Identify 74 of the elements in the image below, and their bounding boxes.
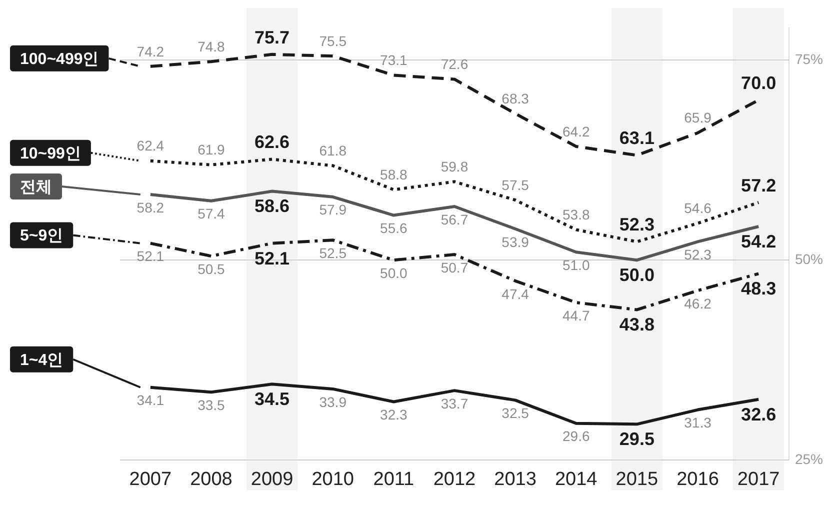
data-label: 74.8 xyxy=(198,38,226,54)
data-label: 43.8 xyxy=(619,314,654,335)
data-label: 51.0 xyxy=(562,256,590,273)
data-label: 33.9 xyxy=(319,394,347,410)
data-label: 52.3 xyxy=(619,214,654,235)
x-tick-label: 2008 xyxy=(190,468,232,490)
data-label: 56.7 xyxy=(440,211,468,228)
legend-label: 100~499인 xyxy=(20,50,99,68)
x-tick-label: 2010 xyxy=(312,468,354,490)
data-label: 29.6 xyxy=(562,428,590,444)
data-label: 63.1 xyxy=(619,128,654,148)
x-tick-label: 2014 xyxy=(554,468,598,490)
data-label: 73.1 xyxy=(380,52,408,68)
data-label: 65.9 xyxy=(684,110,712,126)
data-label: 75.5 xyxy=(319,32,347,49)
data-label: 57.5 xyxy=(502,176,530,193)
data-label: 50.0 xyxy=(619,265,654,286)
x-tick-label: 2013 xyxy=(494,468,536,490)
data-label: 32.6 xyxy=(741,404,776,424)
data-label: 47.4 xyxy=(502,286,530,302)
data-label: 34.1 xyxy=(136,392,164,408)
y-tick-label: 25% xyxy=(794,451,824,468)
x-tick-label: 2017 xyxy=(737,468,780,490)
data-label: 32.3 xyxy=(380,406,408,423)
data-label: 62.4 xyxy=(136,138,164,154)
data-label: 61.8 xyxy=(319,142,347,159)
data-label: 75.7 xyxy=(254,27,290,48)
data-label: 46.2 xyxy=(684,295,712,312)
data-label: 64.2 xyxy=(562,123,590,140)
data-label: 58.8 xyxy=(380,166,408,183)
data-label: 44.7 xyxy=(562,307,590,324)
data-label: 72.6 xyxy=(440,56,468,72)
data-label: 52.1 xyxy=(254,248,290,268)
data-label: 52.5 xyxy=(319,244,347,261)
data-label: 50.5 xyxy=(198,260,226,277)
legend-label: 10~99인 xyxy=(20,145,81,162)
data-label: 52.3 xyxy=(684,246,712,263)
data-label: 59.8 xyxy=(440,158,468,175)
data-label: 48.3 xyxy=(741,278,776,299)
x-tick-label: 2009 xyxy=(250,468,294,490)
data-label: 57.4 xyxy=(198,206,226,222)
data-label: 58.6 xyxy=(254,196,290,216)
data-label: 57.2 xyxy=(741,175,776,196)
data-label: 53.8 xyxy=(562,206,590,223)
data-label: 57.9 xyxy=(319,202,347,218)
x-tick-label: 2012 xyxy=(433,468,476,490)
data-label: 53.9 xyxy=(502,234,530,250)
data-label: 55.6 xyxy=(380,220,408,236)
text: 1~4인 xyxy=(20,352,64,369)
x-tick-label: 2015 xyxy=(616,468,658,490)
data-label: 33.5 xyxy=(198,397,226,414)
data-label: 31.3 xyxy=(684,414,712,431)
data-label: 68.3 xyxy=(502,90,530,106)
data-label: 50.0 xyxy=(380,264,408,281)
legend-label: 전체 xyxy=(20,178,52,196)
y-tick-label: 75% xyxy=(794,50,824,67)
data-label: 70.0 xyxy=(741,73,776,93)
x-tick-label: 2011 xyxy=(373,468,414,490)
data-label: 58.2 xyxy=(136,199,164,216)
x-tick-label: 2016 xyxy=(676,468,719,490)
data-label: 50.7 xyxy=(440,259,468,276)
data-label: 29.5 xyxy=(619,429,654,450)
data-label: 61.9 xyxy=(198,142,226,158)
data-label: 74.2 xyxy=(136,43,164,60)
x-tick-label: 2007 xyxy=(129,468,172,490)
data-label: 54.2 xyxy=(741,231,776,252)
data-label: 33.7 xyxy=(440,395,468,412)
legend-label: 5~9인 xyxy=(20,228,64,245)
data-label: 62.6 xyxy=(254,132,290,152)
data-label: 32.5 xyxy=(502,405,530,422)
data-label: 54.6 xyxy=(684,200,712,216)
data-label: 52.1 xyxy=(136,248,164,264)
y-tick-label: 50% xyxy=(794,250,824,267)
data-label: 34.5 xyxy=(254,389,290,410)
